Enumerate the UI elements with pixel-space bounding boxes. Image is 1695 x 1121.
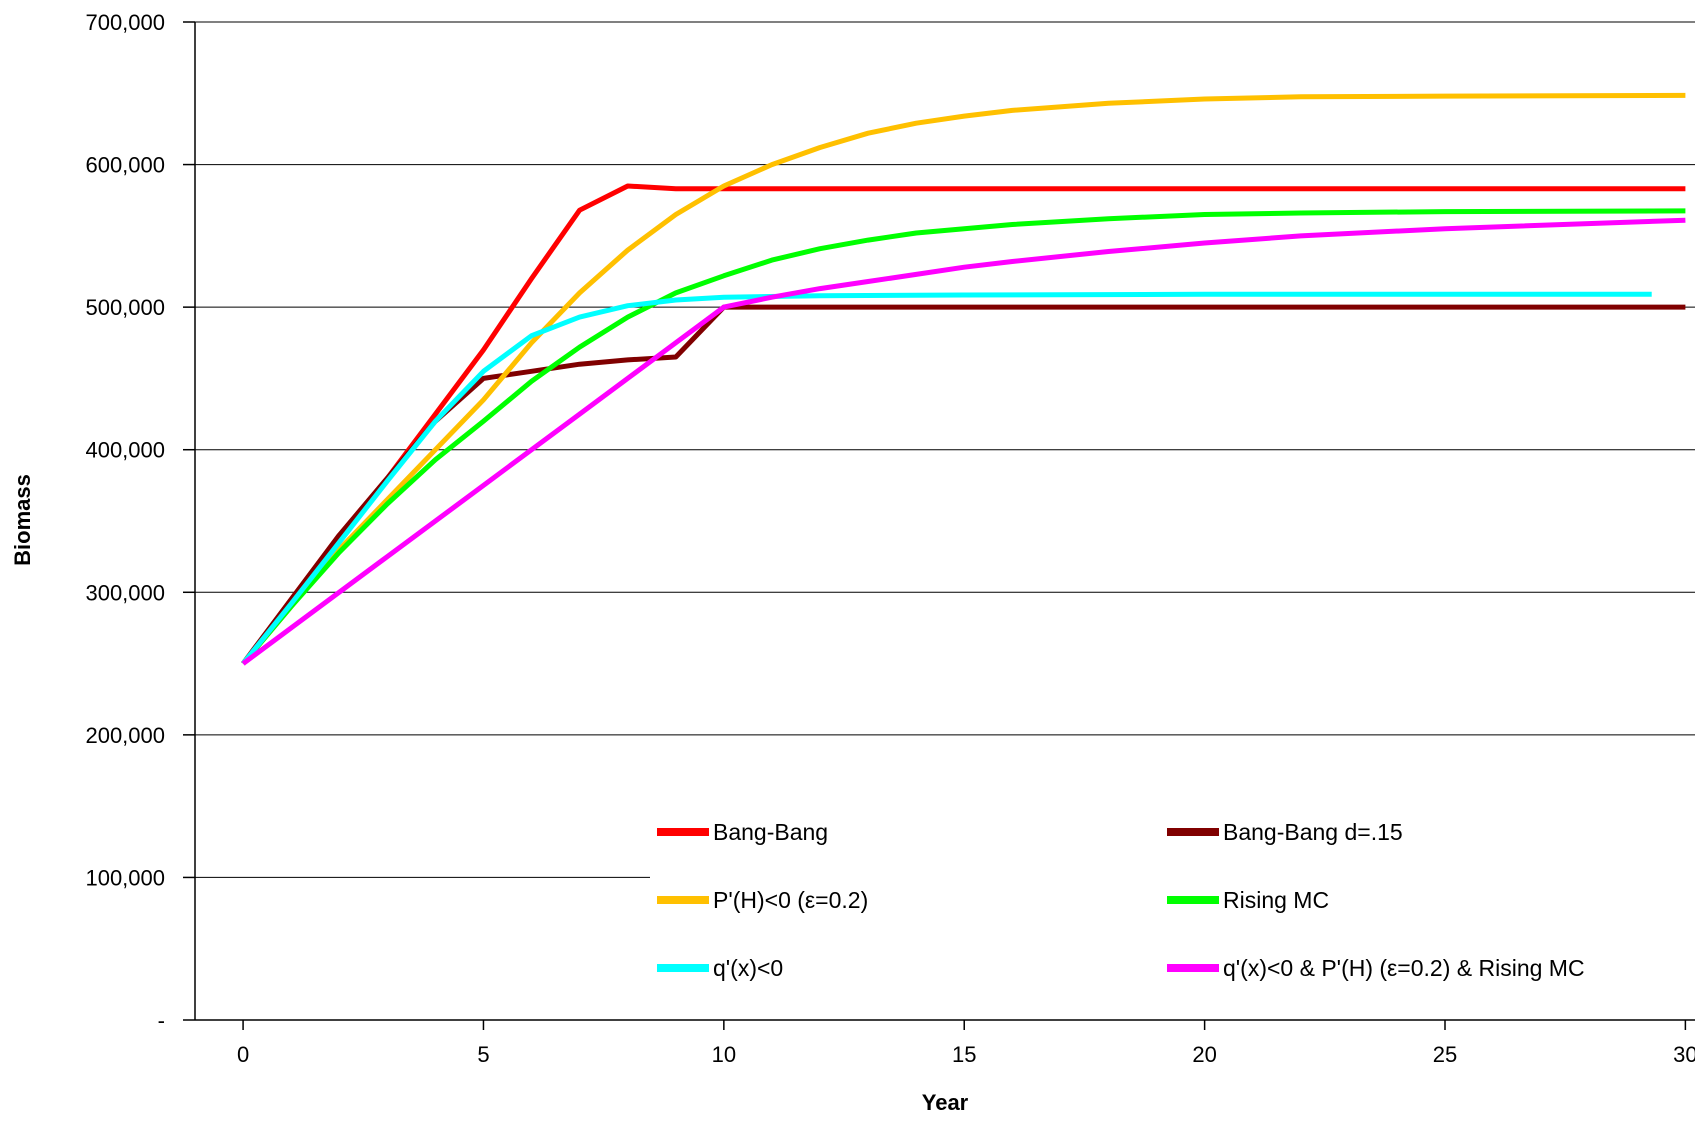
legend-label-2: P'(H)<0 (ε=0.2) xyxy=(713,887,868,913)
x-tick-label: 25 xyxy=(1433,1042,1457,1067)
x-tick-label: 10 xyxy=(712,1042,736,1067)
series-line-3 xyxy=(241,208,1686,666)
legend-label-3: Rising MC xyxy=(1223,887,1329,913)
x-tick-label: 0 xyxy=(237,1042,249,1067)
y-tick-label: 600,000 xyxy=(85,153,165,178)
series-line-5 xyxy=(241,217,1686,666)
y-tick-label: 700,000 xyxy=(85,10,165,35)
legend-label-4: q'(x)<0 xyxy=(713,955,783,981)
x-tick-label: 30 xyxy=(1673,1042,1695,1067)
y-tick-label: 300,000 xyxy=(85,580,165,605)
y-tick-label: - xyxy=(158,1008,165,1033)
legend-label-1: Bang-Bang d=.15 xyxy=(1223,819,1403,845)
y-axis-title: Biomass xyxy=(10,474,35,566)
series-line-2 xyxy=(241,92,1686,666)
x-tick-label: 20 xyxy=(1192,1042,1216,1067)
y-tick-label: 200,000 xyxy=(85,723,165,748)
x-tick-label: 5 xyxy=(477,1042,489,1067)
series-line-4 xyxy=(241,291,1652,666)
y-tick-label: 500,000 xyxy=(85,295,165,320)
series-line-1 xyxy=(241,304,1686,666)
series-lines xyxy=(241,92,1686,666)
x-tick-label: 15 xyxy=(952,1042,976,1067)
legend: Bang-Bang Bang-Bang d=.15 P'(H)<0 (ε=0.2) R… xyxy=(650,790,1695,1000)
y-tick-label: 100,000 xyxy=(85,865,165,890)
x-axis-title: Year xyxy=(922,1090,969,1115)
legend-label-5: q'(x)<0 & P'(H) (ε=0.2) & Rising MC xyxy=(1223,955,1585,981)
axes: - 100,000 200,000 300,000 400,000 500,000 600,… xyxy=(85,10,1695,1067)
y-tick-label: 400,000 xyxy=(85,438,165,463)
legend-label-0: Bang-Bang xyxy=(713,819,828,845)
